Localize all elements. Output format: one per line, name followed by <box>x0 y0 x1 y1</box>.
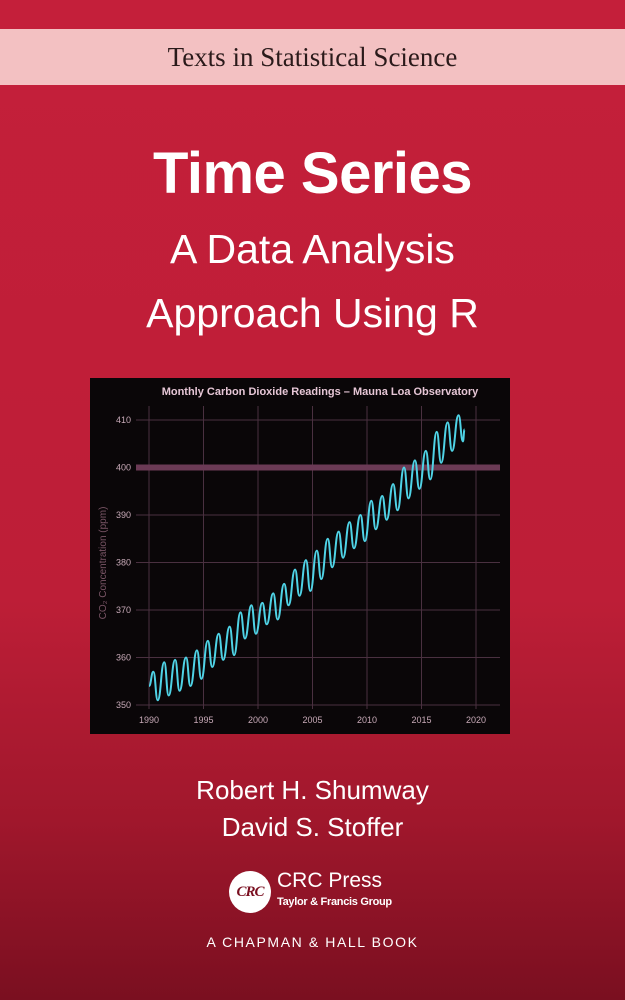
x-tick-label: 1990 <box>139 715 159 725</box>
x-tick-label: 2015 <box>411 715 431 725</box>
x-tick-label: 2005 <box>302 715 322 725</box>
y-tick-label: 390 <box>116 510 131 520</box>
series-name: Texts in Statistical Science <box>167 41 458 72</box>
y-tick-label: 370 <box>116 605 131 615</box>
publisher-group: Taylor & Francis Group <box>277 896 392 908</box>
x-tick-label: 2010 <box>357 715 377 725</box>
y-tick-label: 360 <box>116 653 131 663</box>
crc-press-logo: CRC CRC Press Taylor & Francis Group <box>229 868 399 918</box>
book-subtitle-line2: Approach Using R <box>146 290 479 336</box>
chart-title: Monthly Carbon Dioxide Readings – Mauna … <box>162 386 479 398</box>
author-2: David S. Stoffer <box>221 812 404 842</box>
x-tick-label: 2000 <box>248 715 268 725</box>
y-tick-label: 400 <box>116 463 131 473</box>
x-tick-label: 2020 <box>466 715 486 725</box>
y-tick-label: 410 <box>116 415 131 425</box>
co2-series-line <box>148 414 466 702</box>
author-1: Robert H. Shumway <box>196 775 429 805</box>
y-axis-label: CO₂ Concentration (ppm) <box>98 507 109 620</box>
co2-chart: 1990 1995 2000 2005 2010 2015 2020 350 360 370 380… <box>90 378 510 734</box>
imprint: A CHAPMAN & HALL BOOK <box>206 934 419 950</box>
publisher-name: CRC Press <box>277 869 383 892</box>
crc-logo-icon: CRC <box>229 871 271 913</box>
series-band: Texts in Statistical Science <box>0 29 625 85</box>
y-tick-label: 380 <box>116 558 131 568</box>
x-tick-label: 1995 <box>193 715 213 725</box>
book-title: Time Series <box>152 141 473 206</box>
y-tick-label: 350 <box>116 700 131 710</box>
book-subtitle-line1: A Data Analysis <box>170 226 455 272</box>
